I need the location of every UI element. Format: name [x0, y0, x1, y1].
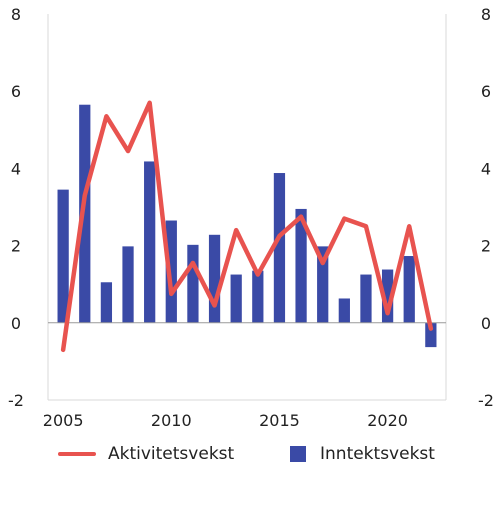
- bar-2010: [165, 220, 177, 323]
- bar-2019: [360, 274, 372, 323]
- bar-2005: [57, 189, 69, 323]
- legend-label-aktivitetsvekst: Aktivitetsvekst: [108, 444, 235, 464]
- legend-label-inntektsvekst: Inntektsvekst: [320, 444, 435, 464]
- x-tick-label: 2020: [367, 411, 408, 430]
- legend-line-swatch: [58, 452, 96, 456]
- y-tick-right: 4: [481, 159, 491, 178]
- plot-frame: [47, 14, 447, 401]
- bar-2013: [230, 274, 242, 323]
- y-tick-right: 0: [481, 314, 491, 333]
- legend-bar-swatch: [290, 446, 306, 462]
- bar-2014: [252, 270, 264, 323]
- y-tick-right: 8: [481, 5, 491, 24]
- x-tick-label: 2015: [259, 411, 300, 430]
- y-tick-left: -2: [8, 391, 24, 410]
- y-tick-left: 2: [11, 237, 21, 256]
- bar-2008: [122, 246, 134, 323]
- y-tick-right: 6: [481, 82, 491, 101]
- bar-2006: [79, 104, 91, 323]
- bar-2017: [317, 246, 329, 323]
- legend: Aktivitetsvekst Inntektsvekst: [0, 436, 500, 472]
- right-axis-ticks: -2 0 2 4 6 8: [478, 5, 494, 410]
- bar-2021: [403, 256, 415, 323]
- line-series-aktivitetsvekst: [60, 100, 434, 353]
- x-tick-label: 2005: [43, 411, 84, 430]
- bar-2020: [381, 269, 394, 323]
- legend-item-inntektsvekst: Inntektsvekst: [290, 436, 435, 472]
- bar-series-inntektsvekst: [57, 104, 437, 348]
- y-tick-left: 6: [11, 82, 21, 101]
- bar-2011: [187, 244, 199, 323]
- bar-2012: [208, 234, 221, 323]
- y-tick-left: 4: [11, 159, 21, 178]
- y-tick-right: 2: [481, 237, 491, 256]
- left-axis-ticks: -2 0 2 4 6 8: [8, 5, 24, 410]
- bar-2022: [425, 322, 437, 348]
- chart: -2 0 2 4 6 8 -2 0 2 4 6 8 2005 2010 2015 2020: [8, 5, 494, 430]
- x-tick-label: 2010: [151, 411, 192, 430]
- y-tick-left: 8: [11, 5, 21, 24]
- legend-item-aktivitetsvekst: Aktivitetsvekst: [58, 436, 234, 472]
- x-axis-ticks: 2005 2010 2015 2020: [43, 411, 408, 430]
- bar-2015: [273, 173, 286, 323]
- bar-2009: [144, 161, 156, 323]
- bar-2007: [100, 282, 113, 323]
- bar-2016: [295, 208, 307, 323]
- y-tick-left: 0: [11, 314, 21, 333]
- y-tick-right: -2: [478, 391, 494, 410]
- bar-2018: [338, 298, 350, 323]
